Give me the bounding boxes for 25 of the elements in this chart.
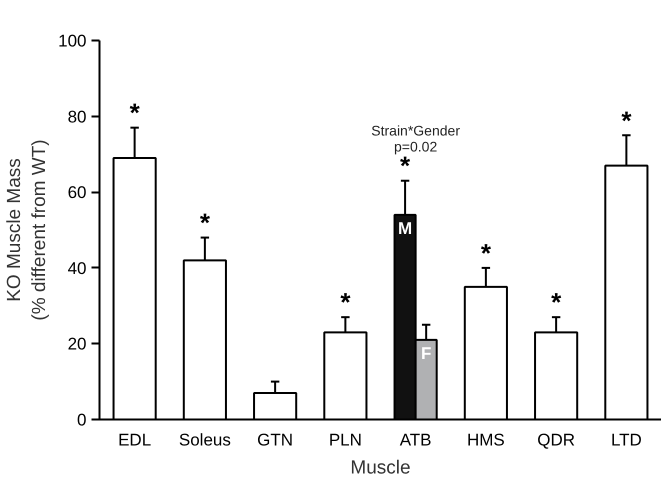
x-tick-label: Soleus bbox=[178, 430, 231, 450]
data-label: * bbox=[551, 287, 562, 318]
y-tick-label: 40 bbox=[68, 258, 87, 278]
x-tick-label: HMS bbox=[466, 430, 505, 450]
x-tick-label: ATB bbox=[400, 430, 432, 450]
y-tick-label: 100 bbox=[58, 32, 87, 50]
data-label: * bbox=[200, 208, 211, 238]
x-tick-label: QDR bbox=[537, 430, 576, 450]
data-label: * bbox=[130, 98, 141, 128]
y-tick-label: 60 bbox=[68, 183, 87, 202]
y-axis-title: KO Muscle Mass (% different from WT) bbox=[4, 139, 50, 321]
x-tick-label: LTD bbox=[610, 430, 642, 450]
x-tick-label: GTN bbox=[257, 430, 294, 450]
annotation: Strain*Gender bbox=[371, 122, 460, 139]
x-tick-label: PLN bbox=[328, 430, 362, 450]
data-label: * bbox=[480, 238, 492, 268]
y-tick-label: 0 bbox=[77, 410, 87, 430]
y-tick-label: 80 bbox=[68, 107, 87, 126]
series-label: F bbox=[420, 344, 432, 363]
x-tick-label: EDL bbox=[118, 430, 152, 450]
series-label: M bbox=[398, 218, 412, 238]
data-label: * bbox=[340, 287, 352, 318]
data-label: * bbox=[621, 105, 632, 136]
y-tick-label: 20 bbox=[68, 334, 87, 354]
x-axis-title: Muscle bbox=[350, 458, 411, 478]
